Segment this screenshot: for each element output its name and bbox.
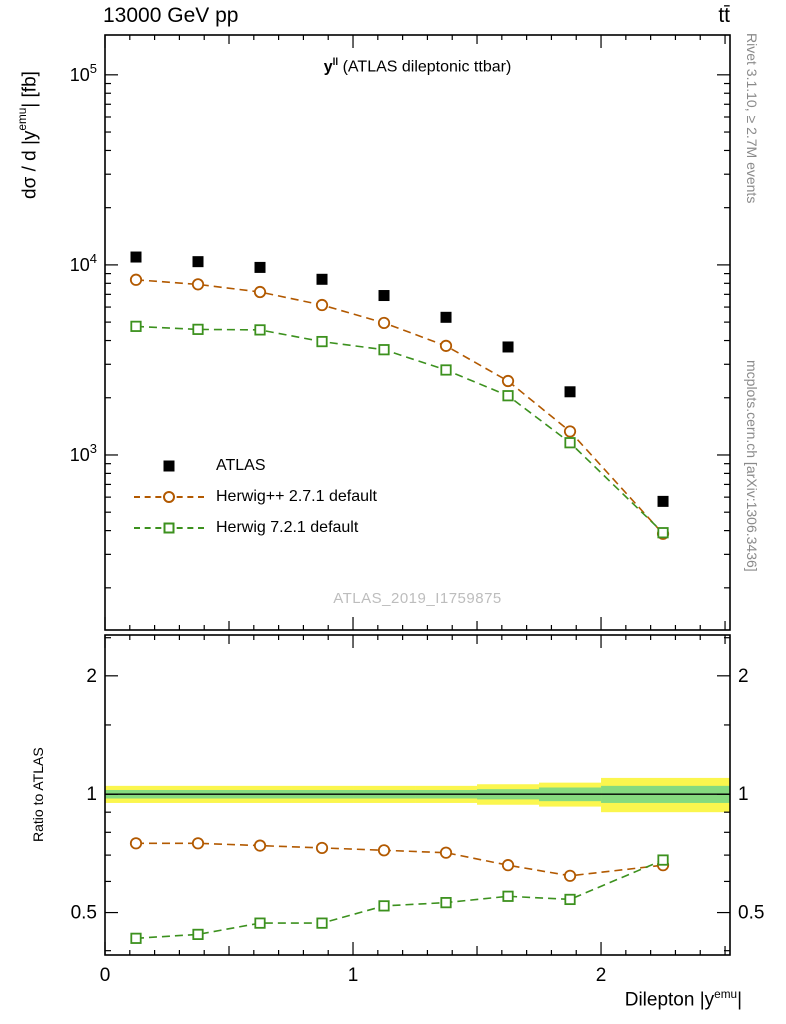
svg-text:105: 105 xyxy=(70,61,97,85)
svg-text:2: 2 xyxy=(86,666,97,687)
legend-label-herwig7: Herwig 7.2.1 default xyxy=(216,518,359,536)
plot-title-sup: ll xyxy=(332,57,339,68)
plot-title: yll (ATLAS dileptonic ttbar) xyxy=(105,57,730,76)
plot-title-rest: (ATLAS dileptonic ttbar) xyxy=(338,58,512,76)
svg-text:1: 1 xyxy=(86,784,97,805)
svg-text:2: 2 xyxy=(596,965,607,986)
y-axis-label-suffix: | [fb] xyxy=(19,71,41,109)
mcplots-arxiv-note: mcplots.cern.ch [arXiv:1306.3436] xyxy=(744,360,760,572)
svg-text:2: 2 xyxy=(738,666,749,687)
svg-text:104: 104 xyxy=(70,251,97,275)
svg-text:0.5: 0.5 xyxy=(71,903,97,924)
legend-label-atlas: ATLAS xyxy=(216,456,266,474)
ratio-axis-label: Ratio to ATLAS xyxy=(30,747,46,843)
svg-text:0.5: 0.5 xyxy=(738,903,764,924)
x-axis-label: Dilepton |yemu| xyxy=(105,988,742,1011)
process-title: tt̄ xyxy=(718,4,730,27)
analysis-id-watermark: ATLAS_2019_I1759875 xyxy=(333,590,502,607)
svg-text:103: 103 xyxy=(70,441,97,465)
y-axis-label-prefix: dσ / d |y xyxy=(19,131,41,200)
y-axis-label-sup: emu xyxy=(16,108,29,132)
x-axis-label-prefix: Dilepton |y xyxy=(624,989,715,1011)
beam-energy-title: 13000 GeV pp xyxy=(103,4,239,27)
filled-square-marker-icon xyxy=(132,450,206,481)
open-circle-marker-icon xyxy=(132,481,206,512)
legend: ATLAS Herwig++ 2.7.1 default Herwig 7.2.… xyxy=(132,450,377,543)
legend-item-atlas: ATLAS xyxy=(132,450,377,481)
plot-title-base: y xyxy=(323,58,333,76)
legend-label-herwigpp: Herwig++ 2.7.1 default xyxy=(216,487,377,505)
open-square-marker-icon xyxy=(132,512,206,543)
legend-item-herwigpp: Herwig++ 2.7.1 default xyxy=(132,481,377,512)
rivet-version-note: Rivet 3.1.10, ≥ 2.7M events xyxy=(744,33,760,204)
y-axis-label: dσ / d |yemu| [fb] xyxy=(16,28,41,243)
legend-item-herwig7: Herwig 7.2.1 default xyxy=(132,512,377,543)
x-axis-label-suffix: | xyxy=(737,989,742,1011)
svg-text:1: 1 xyxy=(348,965,359,986)
svg-text:0: 0 xyxy=(100,965,111,986)
svg-text:1: 1 xyxy=(738,784,749,805)
x-axis-label-sup: emu xyxy=(714,988,738,1001)
